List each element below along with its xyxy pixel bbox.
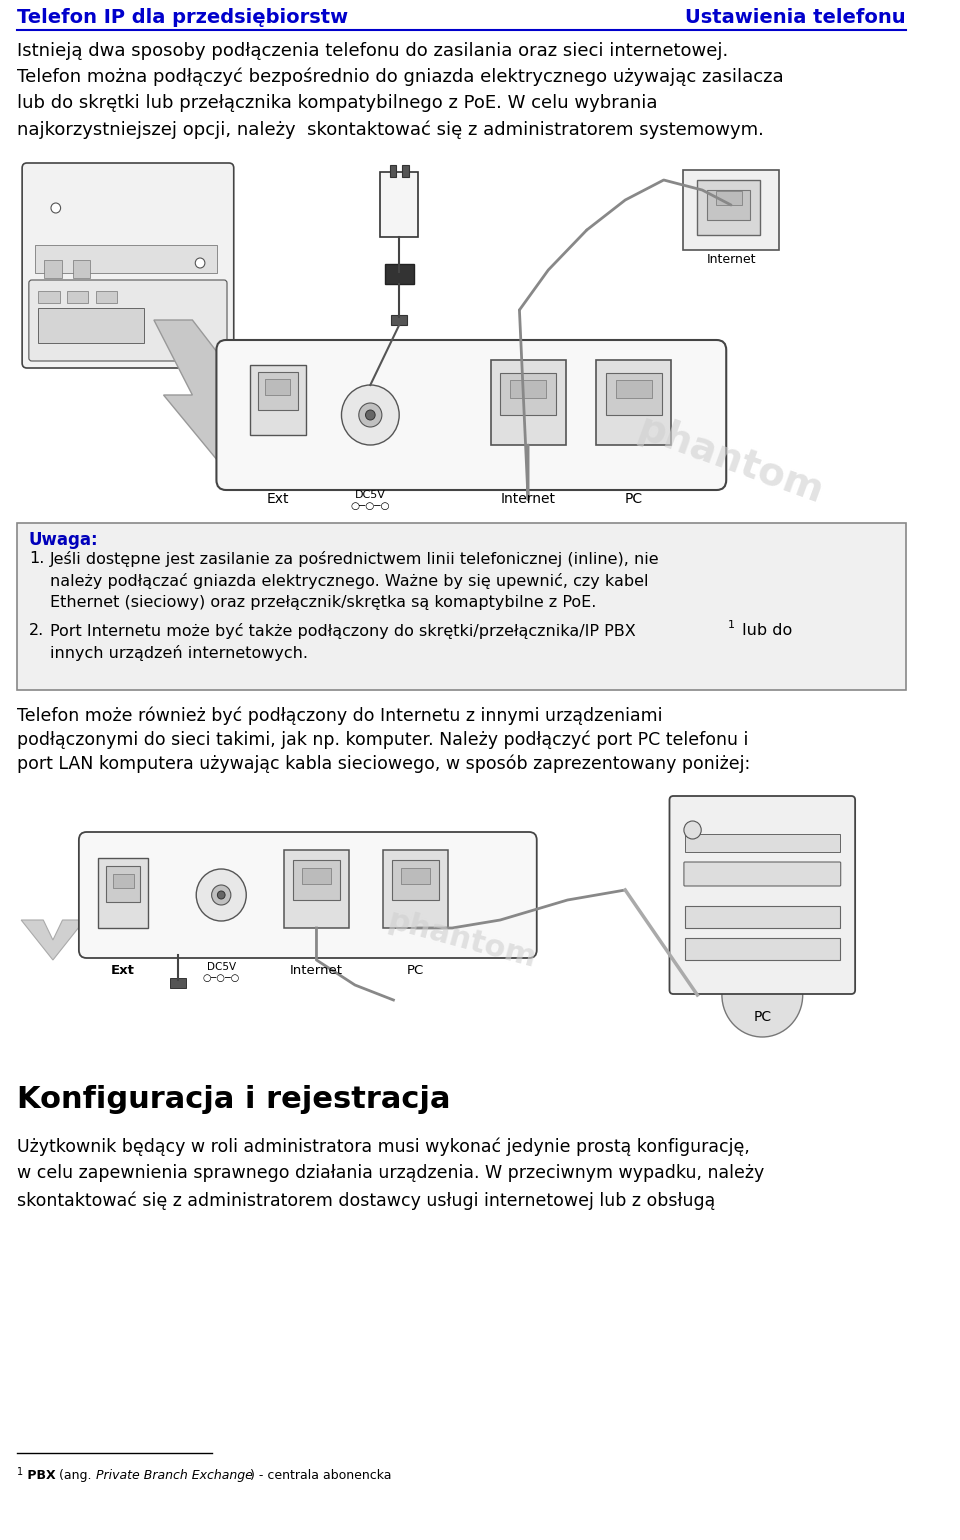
Bar [606, 373, 661, 414]
FancyBboxPatch shape [29, 280, 227, 360]
Bar [106, 865, 140, 902]
Bar [491, 360, 565, 445]
Bar [170, 978, 185, 989]
Bar [510, 380, 546, 397]
FancyBboxPatch shape [22, 163, 233, 368]
Bar [73, 260, 90, 279]
Polygon shape [154, 320, 279, 465]
Bar [35, 245, 217, 273]
Text: PC: PC [407, 964, 424, 976]
Circle shape [51, 203, 60, 213]
Bar [684, 938, 840, 959]
Circle shape [684, 821, 701, 839]
Bar [251, 365, 306, 434]
Text: Istnieją dwa sposoby podłączenia telefonu do zasilania oraz sieci internetowej.
: Istnieją dwa sposoby podłączenia telefon… [17, 42, 784, 139]
Bar [596, 360, 671, 445]
Bar [615, 380, 652, 397]
Text: Ext: Ext [111, 964, 135, 976]
Bar [392, 316, 407, 325]
Bar [697, 180, 760, 236]
Text: Private Branch Exchange: Private Branch Exchange [96, 1469, 253, 1481]
Text: DC5V: DC5V [355, 490, 386, 501]
Text: Konfiguracja i rejestracja: Konfiguracja i rejestracja [17, 1086, 451, 1113]
Bar [98, 858, 148, 929]
Text: Internet: Internet [707, 253, 756, 266]
Bar [402, 165, 409, 177]
Bar [380, 172, 419, 237]
Text: Port Internetu może być także podłączony do skrętki/przełącznika/IP PBX: Port Internetu może być także podłączony… [50, 624, 636, 639]
FancyBboxPatch shape [79, 832, 537, 958]
Text: phantom: phantom [633, 408, 829, 511]
Circle shape [342, 385, 399, 445]
Text: PBX: PBX [23, 1469, 56, 1481]
Polygon shape [21, 919, 84, 959]
Circle shape [359, 403, 382, 427]
Bar [38, 291, 60, 303]
Bar [96, 291, 117, 303]
Bar [67, 291, 88, 303]
Text: 1.: 1. [29, 551, 44, 567]
Text: innych urządzeń internetowych.: innych urządzeń internetowych. [50, 645, 308, 661]
Text: Telefon może również być podłączony do Internetu z innymi urządzeniami: Telefon może również być podłączony do I… [17, 705, 662, 724]
Text: 2.: 2. [29, 624, 44, 638]
Text: Ext: Ext [267, 491, 289, 507]
Text: phantom: phantom [384, 906, 540, 973]
Text: Internet: Internet [290, 964, 343, 976]
Bar [258, 373, 299, 410]
Circle shape [195, 259, 204, 268]
Bar [294, 859, 340, 899]
Bar [302, 869, 331, 884]
Text: skontaktować się z administratorem dostawcy usługi internetowej lub z obsługą: skontaktować się z administratorem dosta… [17, 1190, 715, 1209]
Bar [266, 379, 291, 394]
Text: Internet: Internet [500, 491, 556, 507]
Bar [393, 859, 439, 899]
Bar [44, 260, 61, 279]
Bar [683, 169, 780, 249]
Circle shape [211, 885, 230, 906]
Bar [401, 869, 430, 884]
Text: należy podłączać gniazda elektrycznego. Ważne by się upewnić, czy kabel: należy podłączać gniazda elektrycznego. … [50, 573, 649, 588]
Bar [385, 263, 414, 283]
Text: PC: PC [625, 491, 643, 507]
Bar [684, 835, 840, 852]
Text: ○─○─○: ○─○─○ [203, 973, 240, 983]
Text: ) - centrala abonencka: ) - centrala abonencka [251, 1469, 392, 1481]
Text: Ethernet (sieciowy) oraz przełącznik/skrętka są komaptybilne z PoE.: Ethernet (sieciowy) oraz przełącznik/skr… [50, 594, 596, 610]
Bar [500, 373, 556, 414]
Bar [707, 189, 751, 220]
Text: DC5V: DC5V [206, 962, 236, 972]
Text: Ustawienia telefonu: Ustawienia telefonu [685, 8, 906, 28]
Text: Użytkownik będący w roli administratora musi wykonać jedynie prostą konfigurację: Użytkownik będący w roli administratora … [17, 1137, 750, 1155]
Text: ○─○─○: ○─○─○ [350, 500, 390, 511]
FancyBboxPatch shape [684, 862, 841, 885]
Circle shape [722, 953, 803, 1036]
Circle shape [217, 892, 225, 899]
FancyBboxPatch shape [17, 524, 906, 690]
Text: Uwaga:: Uwaga: [29, 531, 99, 548]
Circle shape [196, 869, 247, 921]
Text: w celu zapewnienia sprawnego działania urządzenia. W przeciwnym wypadku, należy: w celu zapewnienia sprawnego działania u… [17, 1164, 764, 1183]
Text: lub do: lub do [737, 624, 792, 638]
Bar [715, 191, 742, 205]
Text: Telefon IP dla przedsiębiorstw: Telefon IP dla przedsiębiorstw [17, 8, 348, 28]
FancyBboxPatch shape [216, 340, 726, 490]
Bar [284, 850, 349, 929]
Bar [38, 308, 144, 343]
Text: 1: 1 [728, 621, 735, 630]
Circle shape [366, 410, 375, 420]
Bar [112, 875, 133, 889]
Bar [684, 906, 840, 929]
Text: 1: 1 [17, 1468, 23, 1477]
Text: port LAN komputera używając kabla sieciowego, w sposób zaprezentowany poniżej:: port LAN komputera używając kabla siecio… [17, 755, 751, 773]
Text: PC: PC [754, 1010, 772, 1024]
Text: (ang.: (ang. [55, 1469, 95, 1481]
Text: podłączonymi do sieci takimi, jak np. komputer. Należy podłączyć port PC telefon: podłączonymi do sieci takimi, jak np. ko… [17, 730, 749, 748]
Text: Jeśli dostępne jest zasilanie za pośrednictwem linii telefonicznej (inline), nie: Jeśli dostępne jest zasilanie za pośredn… [50, 551, 660, 567]
Bar [390, 165, 396, 177]
FancyBboxPatch shape [669, 796, 855, 993]
Bar [383, 850, 448, 929]
